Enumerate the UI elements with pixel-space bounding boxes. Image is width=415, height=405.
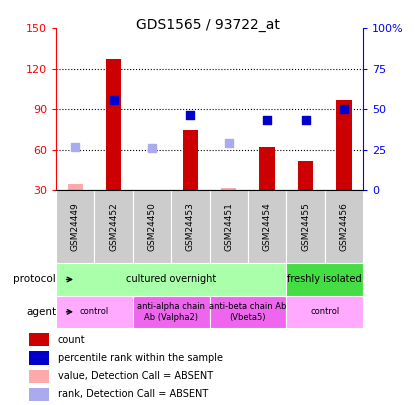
Point [187, 111, 194, 118]
Text: freshly isolated: freshly isolated [288, 275, 362, 284]
Text: GSM24455: GSM24455 [301, 202, 310, 251]
Bar [95, 190, 133, 263]
Bar [133, 296, 210, 328]
Bar [259, 147, 275, 190]
Bar [56, 296, 133, 328]
Bar [29, 352, 49, 365]
Bar [286, 263, 363, 296]
Text: control: control [80, 307, 109, 316]
Bar [298, 161, 313, 190]
Text: GSM24451: GSM24451 [224, 202, 233, 251]
Point [264, 117, 271, 124]
Bar [210, 296, 286, 328]
Bar [29, 388, 49, 401]
Text: GSM24452: GSM24452 [109, 202, 118, 251]
Bar [210, 190, 248, 263]
Point [72, 144, 78, 150]
Bar [56, 190, 95, 263]
Bar [336, 100, 352, 190]
Point [302, 117, 309, 124]
Bar [133, 190, 171, 263]
Text: rank, Detection Call = ABSENT: rank, Detection Call = ABSENT [58, 389, 208, 399]
Bar [171, 190, 210, 263]
Bar [286, 190, 325, 263]
Text: value, Detection Call = ABSENT: value, Detection Call = ABSENT [58, 371, 212, 381]
Text: anti-alpha chain
Ab (Valpha2): anti-alpha chain Ab (Valpha2) [137, 302, 205, 322]
Text: GDS1565 / 93722_at: GDS1565 / 93722_at [136, 18, 279, 32]
Text: control: control [310, 307, 339, 316]
Bar [183, 130, 198, 190]
Text: cultured overnight: cultured overnight [126, 275, 216, 284]
Text: GSM24454: GSM24454 [263, 202, 272, 251]
Text: GSM24453: GSM24453 [186, 202, 195, 251]
Text: agent: agent [26, 307, 56, 317]
Bar [248, 190, 286, 263]
Bar [221, 188, 237, 190]
Bar [68, 183, 83, 190]
Point [341, 106, 347, 113]
Text: protocol: protocol [13, 275, 56, 284]
Text: percentile rank within the sample: percentile rank within the sample [58, 353, 222, 363]
Text: GSM24449: GSM24449 [71, 202, 80, 251]
Bar [29, 333, 49, 346]
Bar [106, 60, 121, 190]
Bar [29, 370, 49, 383]
Text: count: count [58, 335, 85, 345]
Point [225, 140, 232, 146]
Bar [325, 190, 363, 263]
Text: GSM24456: GSM24456 [339, 202, 349, 251]
Bar [286, 296, 363, 328]
Text: anti-beta chain Ab
(Vbeta5): anti-beta chain Ab (Vbeta5) [209, 302, 287, 322]
Point [110, 97, 117, 103]
Bar [56, 263, 286, 296]
Point [149, 145, 155, 152]
Text: GSM24450: GSM24450 [147, 202, 156, 251]
